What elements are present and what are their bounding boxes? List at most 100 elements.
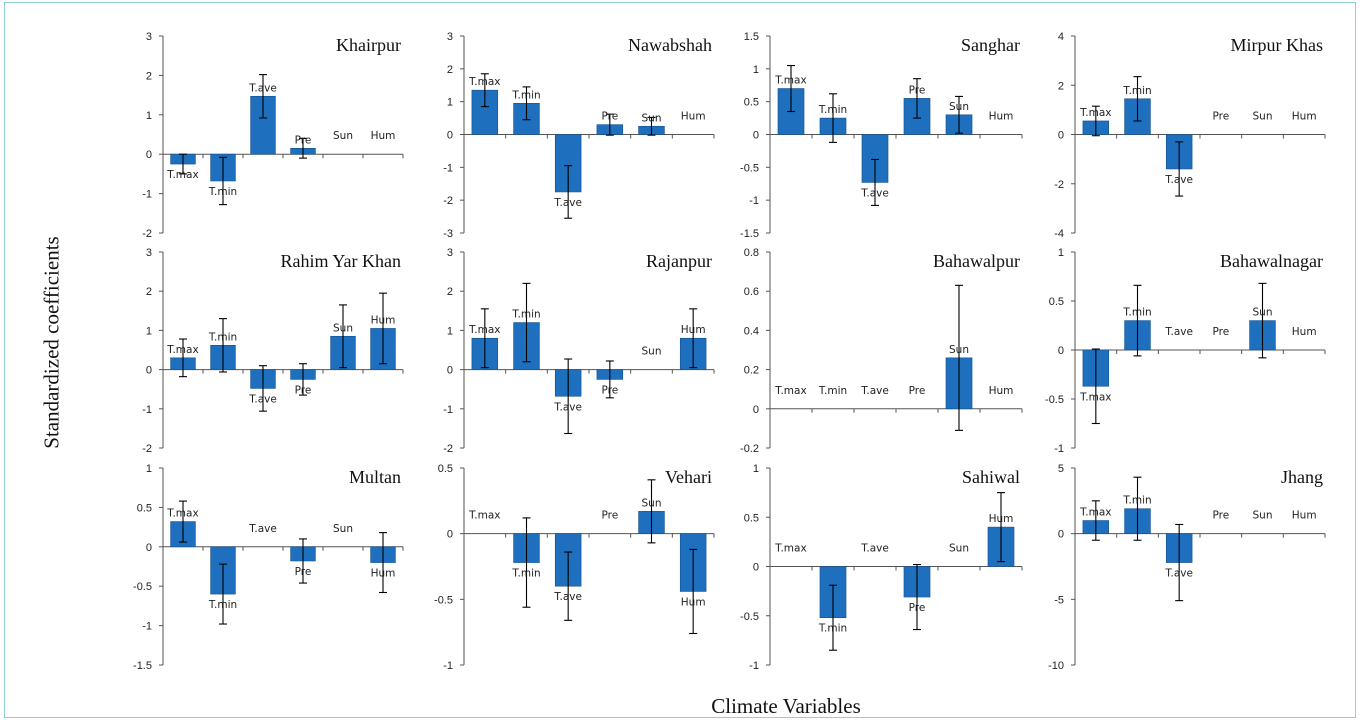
- category-label: Hum: [989, 385, 1014, 397]
- category-label: Hum: [371, 130, 396, 142]
- category-label: Pre: [295, 134, 312, 146]
- category-label: Hum: [989, 513, 1014, 525]
- category-label: Pre: [601, 111, 618, 123]
- y-tick-label: -1.5: [133, 660, 152, 672]
- y-tick-label: 1: [753, 64, 759, 76]
- category-label: T.min: [1122, 495, 1151, 507]
- y-tick-label: 3: [447, 247, 453, 259]
- category-label: T.max: [166, 344, 198, 356]
- panel-title: Nawabshah: [628, 35, 712, 55]
- category-label: Sun: [642, 346, 662, 358]
- category-label: Hum: [1292, 510, 1317, 522]
- category-label: T.max: [774, 543, 806, 555]
- y-tick-label: -1: [443, 660, 453, 672]
- y-tick-label: -0.5: [133, 581, 152, 593]
- panel-vehari: -1 -0.5 0 0.5 Vehari T.max T.min T.ave Pre Sun Hum: [434, 463, 715, 672]
- category-label: T.min: [208, 331, 237, 343]
- y-tick-label: 1: [146, 463, 152, 475]
- category-label: T.min: [818, 104, 847, 116]
- y-tick-label: -2: [443, 195, 453, 207]
- y-tick-label: 0: [1058, 529, 1064, 541]
- y-tick-label: -1: [749, 195, 759, 207]
- category-label: T.min: [511, 309, 540, 321]
- panel-title: Rajanpur: [646, 251, 712, 271]
- category-label: Sun: [1253, 307, 1273, 319]
- y-tick-label: -5: [1054, 594, 1064, 606]
- panel-mirpur-khas: -4 -2 0 2 4 Mirpur Khas T.max T.min T.ave Pre Sun H…: [1054, 31, 1326, 240]
- y-tick-label: 0: [753, 562, 759, 574]
- category-label: Sun: [1253, 510, 1273, 522]
- y-tick-label: 2: [146, 70, 152, 82]
- category-label: T.ave: [553, 197, 582, 209]
- y-tick-label: -2: [142, 228, 152, 240]
- category-label: T.max: [166, 169, 198, 181]
- y-tick-label: -4: [1054, 228, 1064, 240]
- panel-title: Khairpur: [336, 35, 401, 55]
- y-tick-label: 5: [1058, 463, 1064, 475]
- y-tick-label: 0: [447, 365, 453, 377]
- y-tick-label: 1: [146, 325, 152, 337]
- panel-title: Bahawalpur: [933, 251, 1020, 271]
- category-label: T.ave: [1164, 568, 1193, 580]
- panel-rahim-yar-khan: -2 -1 0 1 2 3 Rahim Yar Khan T.max T.min T.ave Pre…: [142, 247, 404, 455]
- category-label: Sun: [333, 322, 353, 334]
- category-label: T.max: [1079, 107, 1111, 119]
- y-tick-label: -1: [443, 162, 453, 174]
- category-label: Sun: [642, 497, 662, 509]
- category-label: Hum: [371, 568, 396, 580]
- y-tick-label: 0: [146, 149, 152, 161]
- y-tick-label: 3: [146, 247, 152, 259]
- y-tick-label: -3: [443, 228, 453, 240]
- y-tick-label: 0: [753, 130, 759, 142]
- category-label: T.ave: [1164, 174, 1193, 186]
- category-label: Hum: [989, 111, 1014, 123]
- category-label: T.min: [511, 89, 540, 101]
- category-label: T.ave: [860, 385, 889, 397]
- category-label: Hum: [681, 111, 706, 123]
- y-tick-label: 0: [447, 529, 453, 541]
- panel-sahiwal: -1 -0.5 0 0.5 1 Sahiwal T.max T.min T.ave Pre Sun H…: [740, 463, 1023, 672]
- category-label: Pre: [295, 566, 312, 578]
- y-tick-label: 2: [447, 286, 453, 298]
- category-label: Hum: [681, 596, 706, 608]
- panel-title: Jhang: [1281, 467, 1323, 487]
- y-tick-label: -1.5: [740, 228, 759, 240]
- category-label: Pre: [1212, 326, 1229, 338]
- y-tick-label: -2: [142, 443, 152, 455]
- panel-jhang: -10 -5 0 5 Jhang T.max T.min T.ave Pre Sun Hum: [1048, 463, 1326, 672]
- y-tick-label: 1: [146, 110, 152, 122]
- y-tick-label: 0.2: [744, 365, 759, 377]
- category-label: T.max: [468, 324, 500, 336]
- category-label: Sun: [333, 523, 353, 535]
- category-label: T.max: [1079, 391, 1111, 403]
- y-tick-label: 0.4: [744, 325, 759, 337]
- panel-title: Rahim Yar Khan: [281, 251, 402, 271]
- y-tick-label: 3: [447, 31, 453, 43]
- y-tick-label: -1: [142, 404, 152, 416]
- category-label: Pre: [601, 384, 618, 396]
- category-label: Sun: [1253, 111, 1273, 123]
- x-axis-label: Climate Variables: [711, 694, 861, 718]
- y-tick-label: -0.5: [434, 594, 453, 606]
- category-label: Sun: [949, 344, 969, 356]
- category-label: Sun: [333, 130, 353, 142]
- panel-title: Vehari: [665, 467, 712, 487]
- panel-rajanpur: -2 -1 0 1 2 3 Rajanpur T.max T.min T.ave Pre Sun Hum: [443, 247, 715, 455]
- panel-title: Multan: [349, 467, 401, 487]
- panel-title: Sanghar: [961, 35, 1020, 55]
- panel-multan: -1.5 -1 -0.5 0 0.5 1 Multan T.max T.min T.ave Pre S…: [133, 463, 404, 672]
- y-tick-label: -0.5: [740, 162, 759, 174]
- y-tick-label: 0: [1058, 130, 1064, 142]
- panel-sanghar: -1.5 -1 -0.5 0 0.5 1 1.5 Sanghar T.max T.min T.ave…: [740, 31, 1023, 240]
- category-label: T.ave: [553, 401, 582, 413]
- category-label: T.max: [774, 75, 806, 87]
- category-label: T.ave: [860, 543, 889, 555]
- y-tick-label: 2: [447, 64, 453, 76]
- category-label: Sun: [642, 112, 662, 124]
- y-tick-label: 3: [146, 31, 152, 43]
- y-tick-label: -1: [142, 189, 152, 201]
- category-label: Hum: [371, 314, 396, 326]
- y-tick-label: 0.5: [438, 463, 453, 475]
- category-label: T.max: [774, 385, 806, 397]
